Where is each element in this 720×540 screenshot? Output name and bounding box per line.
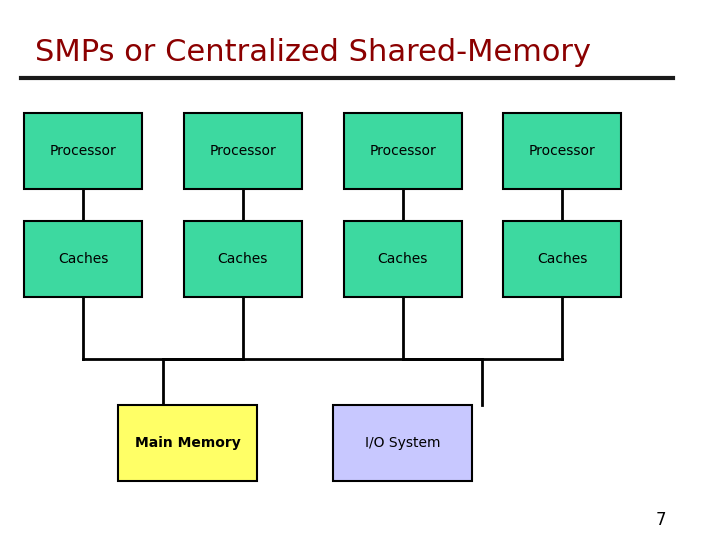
FancyBboxPatch shape bbox=[343, 221, 462, 297]
FancyBboxPatch shape bbox=[503, 221, 621, 297]
FancyBboxPatch shape bbox=[24, 221, 143, 297]
FancyBboxPatch shape bbox=[24, 113, 143, 189]
Text: I/O System: I/O System bbox=[365, 436, 441, 450]
Text: 7: 7 bbox=[656, 511, 666, 529]
Text: Caches: Caches bbox=[217, 252, 268, 266]
Text: Processor: Processor bbox=[529, 144, 595, 158]
Text: Caches: Caches bbox=[537, 252, 588, 266]
Text: Caches: Caches bbox=[377, 252, 428, 266]
FancyBboxPatch shape bbox=[184, 113, 302, 189]
FancyBboxPatch shape bbox=[118, 405, 257, 481]
Text: Processor: Processor bbox=[369, 144, 436, 158]
Text: Caches: Caches bbox=[58, 252, 109, 266]
Text: SMPs or Centralized Shared-Memory: SMPs or Centralized Shared-Memory bbox=[35, 38, 590, 67]
Text: Processor: Processor bbox=[50, 144, 117, 158]
FancyBboxPatch shape bbox=[184, 221, 302, 297]
Text: Main Memory: Main Memory bbox=[135, 436, 240, 450]
FancyBboxPatch shape bbox=[333, 405, 472, 481]
FancyBboxPatch shape bbox=[343, 113, 462, 189]
FancyBboxPatch shape bbox=[503, 113, 621, 189]
Text: Processor: Processor bbox=[210, 144, 276, 158]
